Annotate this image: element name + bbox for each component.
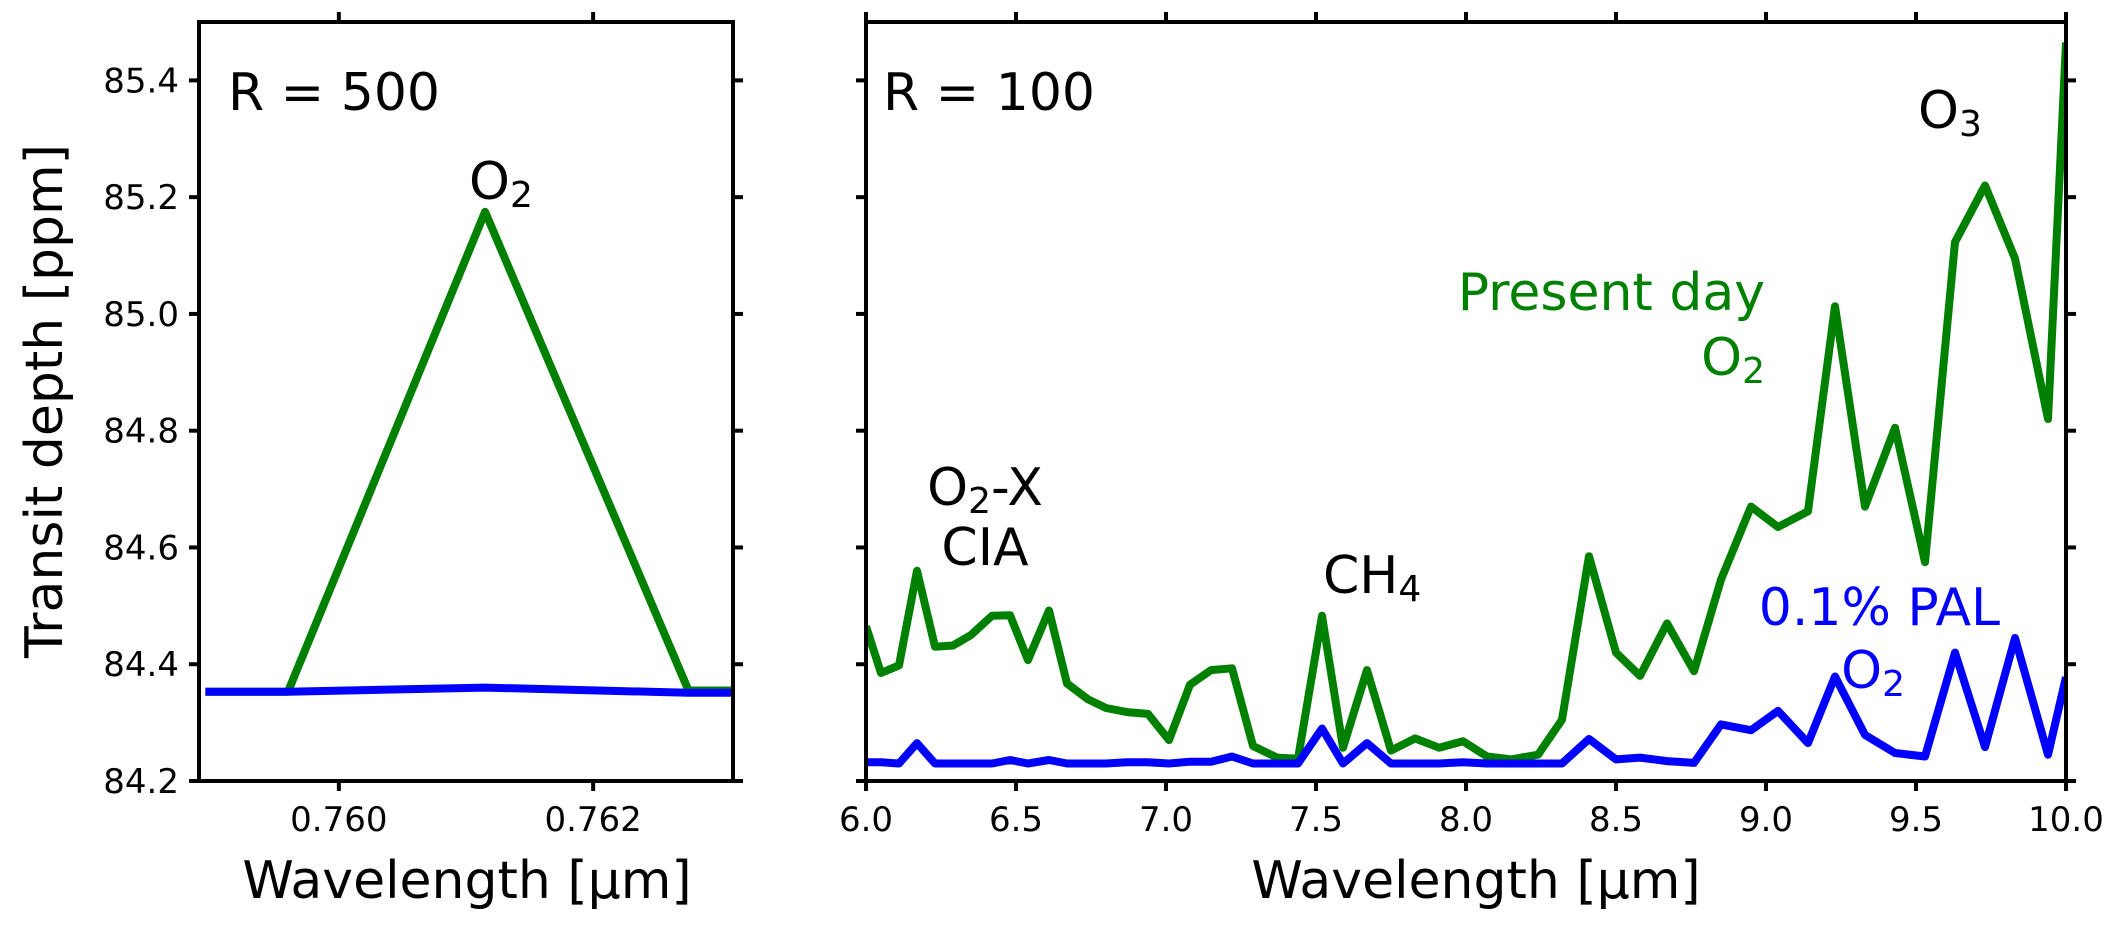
cia-line2-label: CIA	[941, 518, 1029, 578]
present-day-o2-label: O2	[1701, 328, 1765, 392]
left-series-group	[205, 207, 733, 697]
x-tick-label: 7.5	[1289, 800, 1343, 840]
right-panel: 6.0 6.5 7.0 7.5 8.0 8.5 9.0 9.5 10.0 R = 100 O3 …	[839, 12, 2104, 911]
series-line-0-1	[205, 683, 733, 697]
y-tick-label: 84.4	[103, 645, 179, 685]
right-series-group	[866, 42, 2066, 768]
right-plot-frame	[864, 20, 2068, 783]
right-x-axis-title: Wavelength [µm]	[1251, 851, 1700, 911]
series-line-1-1	[866, 634, 2066, 768]
series-line-0-0	[205, 207, 733, 696]
cia-o2-main: O	[927, 458, 968, 518]
ch4-sub: 4	[1398, 569, 1421, 610]
ch4-label: CH4	[1323, 546, 1421, 610]
pal-label: 0.1% PAL	[1759, 578, 2000, 638]
right-ticks-group: 6.0 6.5 7.0 7.5 8.0 8.5 9.0 9.5 10.0	[839, 12, 2104, 840]
y-axis-title: Transit depth [ppm]	[15, 144, 75, 659]
x-tick-label: 7.0	[1139, 800, 1193, 840]
o3-main: O	[1918, 81, 1959, 141]
left-o2-sub: 2	[510, 175, 533, 216]
x-tick-label: 9.0	[1739, 800, 1793, 840]
y-tick-label: 84.6	[103, 528, 179, 568]
left-panel: 0.760 0.762 84.2 84.4 84.6 84.8 85.0 85.2 85.4 R…	[103, 12, 743, 911]
left-o2-main: O	[469, 152, 510, 212]
left-o2-label: O2	[469, 152, 533, 216]
left-resolution-label: R = 500	[228, 63, 440, 123]
y-tick-label: 85.0	[103, 295, 179, 335]
pal-o2-label: O2	[1841, 641, 1905, 705]
x-tick-label: 8.5	[1589, 800, 1643, 840]
x-tick-label: 10.0	[2028, 800, 2104, 840]
cia-line1-label: O2-X	[927, 458, 1043, 522]
y-tick-label: 85.4	[103, 61, 179, 101]
left-plot-frame	[197, 20, 735, 783]
y-tick-label: 85.2	[103, 178, 179, 218]
left-x-axis-title: Wavelength [µm]	[242, 851, 691, 911]
present-day-o2-main: O	[1701, 328, 1742, 388]
right-resolution-label: R = 100	[883, 63, 1095, 123]
x-tick-label: 9.5	[1889, 800, 1943, 840]
x-tick-label: 0.760	[290, 800, 387, 840]
y-tick-label: 84.8	[103, 412, 179, 452]
x-tick-label: 8.0	[1439, 800, 1493, 840]
present-day-o2-sub: 2	[1742, 351, 1765, 392]
ch4-main: CH	[1323, 546, 1398, 606]
x-tick-label: 6.5	[989, 800, 1043, 840]
pal-o2-sub: 2	[1882, 664, 1905, 705]
x-tick-label: 0.762	[544, 800, 641, 840]
y-tick-label: 84.2	[103, 762, 179, 802]
present-day-label: Present day	[1458, 263, 1765, 323]
series-line-1-0	[866, 42, 2066, 764]
o3-sub: 3	[1959, 104, 1982, 145]
o3-label: O3	[1918, 81, 1982, 145]
left-ticks-group: 0.760 0.762 84.2 84.4 84.6 84.8 85.0 85.2 85.4	[103, 12, 743, 840]
cia-o2-sub: 2	[968, 481, 991, 522]
cia-o2-suffix: -X	[991, 458, 1043, 518]
pal-o2-main: O	[1841, 641, 1882, 701]
x-tick-label: 6.0	[839, 800, 893, 840]
